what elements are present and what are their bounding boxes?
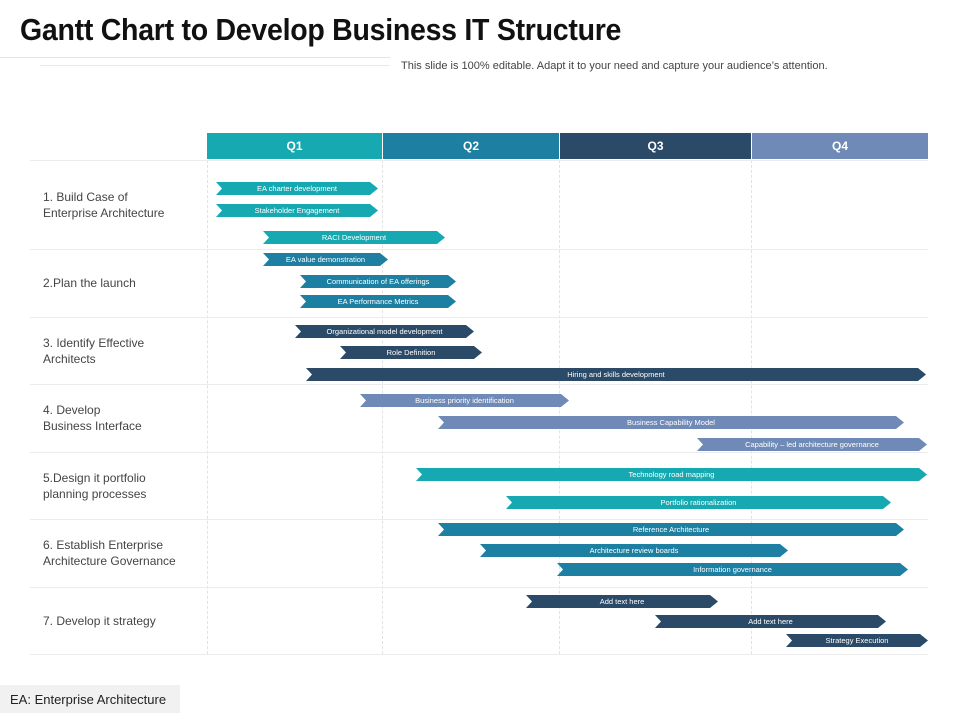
row-divider [30,519,928,520]
task-bar: Strategy Execution [786,634,928,647]
legend-note: EA: Enterprise Architecture [0,685,180,713]
task-label: Technology road mapping [628,470,715,479]
task-label: Strategy Execution [825,636,889,645]
task-label: Communication of EA offerings [326,277,430,286]
task-bar: Business Capability Model [438,416,904,429]
task-label: Business Capability Model [627,418,715,427]
task-label: Architecture review boards [589,546,679,555]
task-label: Business priority identification [415,396,514,405]
task-bar: Role Definition [340,346,482,359]
row-label-it-strategy: 7. Develop it strategy [43,613,156,629]
task-bar: RACI Development [263,231,445,244]
grid-line [559,160,560,654]
row-divider [30,384,928,385]
row-label-line: 5.Design it portfolio [43,471,146,485]
task-label: Stakeholder Engagement [254,206,340,215]
title-divider [0,57,390,58]
row-label-line: Architecture Governance [43,554,176,568]
task-bar: EA value demonstration [263,253,388,266]
task-bar: Architecture review boards [480,544,788,557]
row-label-design-portfolio: 5.Design it portfolio planning processes [43,470,146,502]
row-label-line: 4. Develop [43,403,101,417]
task-label: Organizational model development [326,327,443,336]
row-label-line: 6. Establish Enterprise [43,538,164,552]
task-label: Information governance [693,565,772,574]
task-label: EA Performance Metrics [337,297,419,306]
row-divider [30,452,928,453]
row-label-build-case: 1. Build Case of Enterprise Architecture [43,189,164,221]
task-label: Capability – led architecture governance [745,440,879,449]
task-bar: Technology road mapping [416,468,927,481]
row-label-line: 7. Develop it strategy [43,614,156,628]
task-label: Add text here [748,617,793,626]
row-label-line: Enterprise Architecture [43,206,165,220]
grid-line [207,160,208,654]
grid-line [751,160,752,654]
task-bar: Hiring and skills development [306,368,926,381]
task-bar: EA Performance Metrics [300,295,456,308]
row-label-develop-interface: 4. Develop Business Interface [43,402,142,434]
task-bar: Capability – led architecture governance [697,438,927,451]
task-label: RACI Development [321,233,387,242]
row-divider [30,160,928,161]
task-label: Hiring and skills development [567,370,665,379]
row-label-line: 3. Identify Effective [43,336,145,350]
page-title: Gantt Chart to Develop Business IT Struc… [20,12,622,47]
row-divider [30,317,928,318]
task-bar: Business priority identification [360,394,569,407]
row-label-establish-governance: 6. Establish Enterprise Architecture Gov… [43,537,176,569]
row-label-line: Architects [43,352,96,366]
task-bar: EA charter development [216,182,378,195]
row-label-line: planning processes [43,487,147,501]
task-label: EA charter development [256,184,338,193]
task-bar: Add text here [526,595,718,608]
task-bar: Stakeholder Engagement [216,204,378,217]
task-bar: Reference Architecture [438,523,904,536]
task-label: Portfolio rationalization [660,498,737,507]
row-label-plan-launch: 2.Plan the launch [43,275,136,291]
row-label-line: Business Interface [43,419,142,433]
task-bar: Organizational model development [295,325,474,338]
task-label: Reference Architecture [632,525,710,534]
task-bar: Portfolio rationalization [506,496,891,509]
quarter-header-q1: Q1 [207,133,382,159]
row-divider [30,249,928,250]
subtitle: This slide is 100% editable. Adapt it to… [401,60,828,72]
row-divider [30,654,928,655]
task-bar: Add text here [655,615,886,628]
task-label: EA value demonstration [285,255,366,264]
row-divider [30,587,928,588]
grid-line [382,160,383,654]
task-label: Add text here [599,597,645,606]
row-label-line: 1. Build Case of [43,190,128,204]
task-bar: Information governance [557,563,908,576]
subtitle-divider [40,65,390,66]
quarter-header-q4: Q4 [752,133,928,159]
task-label: Role Definition [386,348,436,357]
quarter-header-q3: Q3 [560,133,751,159]
row-label-line: 2.Plan the launch [43,276,136,290]
row-label-identify-architects: 3. Identify Effective Architects [43,335,144,367]
quarter-header-q2: Q2 [383,133,559,159]
task-bar: Communication of EA offerings [300,275,456,288]
